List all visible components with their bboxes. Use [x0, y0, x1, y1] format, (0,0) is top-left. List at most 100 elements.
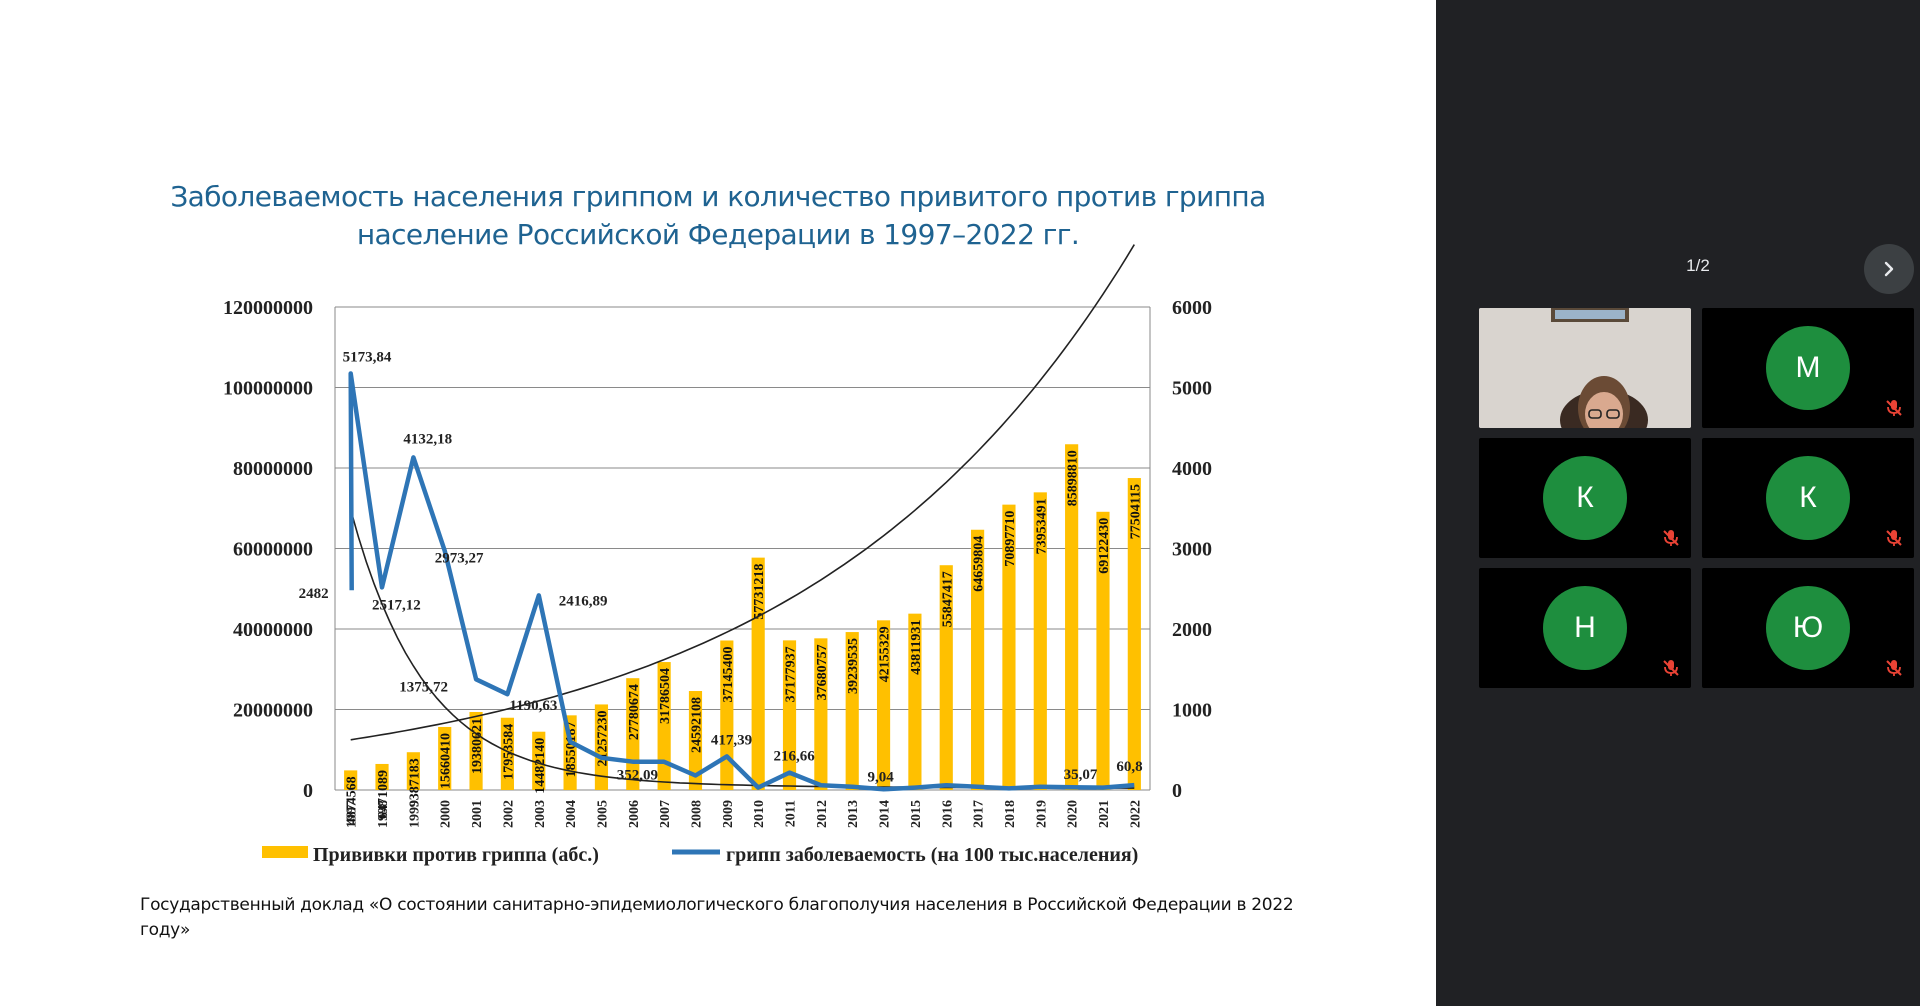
bar-value-label: 85898810	[1066, 450, 1081, 506]
category-label: 1999	[407, 800, 422, 828]
bar	[532, 731, 546, 790]
incidence-value-label: 60,8	[1116, 759, 1142, 775]
incidence-value-label: 5173,84	[343, 350, 392, 366]
participants-page-indicator: 1/2	[1686, 256, 1710, 275]
bar-value-label: 64659804	[972, 536, 987, 592]
category-label: 2005	[595, 800, 610, 828]
bar	[438, 726, 452, 790]
category-label: 2009	[721, 800, 736, 828]
chart-title-line-2: население Российской Федерации в 1997–20…	[356, 218, 1080, 251]
bar-value-label: 27780674	[627, 684, 642, 740]
participant-video	[1479, 308, 1691, 428]
mic-off-icon	[1886, 660, 1902, 676]
bar	[971, 529, 985, 790]
participant-avatar: Н	[1543, 586, 1627, 670]
bar-value-label: 37145400	[721, 646, 736, 702]
participant-avatar: К	[1766, 456, 1850, 540]
category-label: 2000	[439, 800, 454, 828]
right-axis-tick-label: 2000	[1172, 619, 1212, 641]
category-label: 2002	[501, 800, 516, 828]
bar	[1033, 492, 1047, 790]
bar	[720, 640, 734, 790]
bar-value-label: 31786504	[658, 668, 673, 724]
source-line-2: году»	[140, 920, 191, 940]
right-axis-tick-label: 4000	[1172, 458, 1212, 480]
bar-value-label: 9387183	[407, 758, 422, 807]
next-page-button[interactable]	[1864, 244, 1914, 294]
bar-value-label: 43811931	[909, 620, 924, 675]
incidence-value-label: 1375,72	[399, 679, 448, 695]
category-label: 2019	[1034, 800, 1049, 828]
right-axis-tick-label: 6000	[1172, 297, 1212, 319]
influenza-chart: 0 20000000 40000000 60000000 80000000 1000000…	[223, 244, 1212, 866]
category-label: 2015	[909, 800, 924, 828]
bar-value-label: 24592108	[689, 697, 704, 753]
mic-off-icon	[1886, 530, 1902, 546]
right-axis-tick-label: 3000	[1172, 539, 1212, 561]
participant-video-tile[interactable]	[1479, 308, 1691, 428]
category-label: 2018	[1003, 800, 1018, 828]
left-axis-tick-label: 60000000	[233, 539, 313, 561]
legend-line-label: грипп заболеваемость (на 100 тыс.населен…	[726, 844, 1138, 866]
bar-value-label: 39239535	[846, 638, 861, 694]
right-axis-tick-label: 1000	[1172, 700, 1212, 722]
bar	[344, 770, 358, 790]
category-label: 2004	[564, 800, 579, 828]
bar-value-label: 69122430	[1097, 518, 1112, 574]
incidence-value-label: 2482	[299, 586, 329, 602]
incidence-value-label: 9,04	[868, 769, 895, 785]
bar-value-label: 42155329	[878, 626, 893, 682]
bar-value-label: 6471089	[376, 770, 391, 819]
chevron-right-icon	[1884, 261, 1894, 277]
legend-bar-label: Прививки против гриппа (абс.)	[313, 844, 599, 866]
incidence-value-label: 2517,12	[372, 597, 421, 613]
bar-value-label: 14482140	[533, 738, 548, 794]
incidence-value-label: 352,09	[617, 768, 658, 784]
category-label: 2001	[470, 800, 485, 828]
bar-value-label: 4874568	[345, 776, 360, 825]
category-label: 2016	[940, 800, 955, 828]
participant-tile[interactable]: К	[1479, 438, 1691, 558]
category-label: 2017	[972, 800, 987, 828]
bar-value-label: 57731218	[752, 564, 767, 620]
incidence-value-label: 2973,27	[435, 551, 484, 567]
bar	[406, 752, 420, 790]
legend-bar-swatch	[262, 846, 308, 858]
left-axis-tick-label: 100000000	[223, 378, 313, 400]
source-citation: Государственный доклад «О состоянии сани…	[140, 893, 1340, 943]
mic-off-icon	[1886, 400, 1902, 416]
incidence-value-label: 4132,18	[403, 431, 452, 447]
left-axis-tick-label: 0	[303, 780, 313, 802]
category-label: 2010	[752, 800, 767, 828]
bar	[751, 557, 765, 790]
bar	[500, 717, 514, 790]
incidence-line	[348, 371, 1135, 792]
participant-tile[interactable]: М	[1702, 308, 1914, 428]
left-axis-tick-label: 120000000	[223, 297, 313, 319]
participant-tile[interactable]: Ю	[1702, 568, 1914, 688]
incidence-value-label: 417,39	[711, 732, 752, 748]
bar-value-label: 77504115	[1128, 484, 1143, 539]
bar	[782, 640, 797, 790]
chart-title-line-1: Заболеваемость населения гриппом и колич…	[170, 180, 1266, 213]
right-axis-tick-label: 0	[1172, 780, 1182, 802]
participant-tile[interactable]: К	[1702, 438, 1914, 558]
category-label: 2014	[878, 800, 893, 828]
bar	[1096, 511, 1110, 790]
bar	[876, 620, 891, 790]
bar-value-label: 21257230	[595, 710, 610, 766]
category-label: 2021	[1097, 800, 1112, 828]
bar	[908, 613, 922, 790]
right-axis-tick-label: 5000	[1172, 378, 1212, 400]
participant-avatar: Ю	[1766, 586, 1850, 670]
participant-avatar: К	[1543, 456, 1627, 540]
category-label: 1998	[376, 800, 391, 828]
participant-tile[interactable]: Н	[1479, 568, 1691, 688]
bar	[1127, 478, 1141, 790]
bar	[1065, 444, 1079, 790]
bar-value-label: 55847417	[940, 571, 955, 627]
bar-value-label: 37680757	[815, 644, 830, 700]
incidence-value-label: 1190,63	[509, 698, 557, 714]
category-label: 2011	[784, 800, 799, 827]
bar-value-label: 19380621	[470, 718, 485, 774]
